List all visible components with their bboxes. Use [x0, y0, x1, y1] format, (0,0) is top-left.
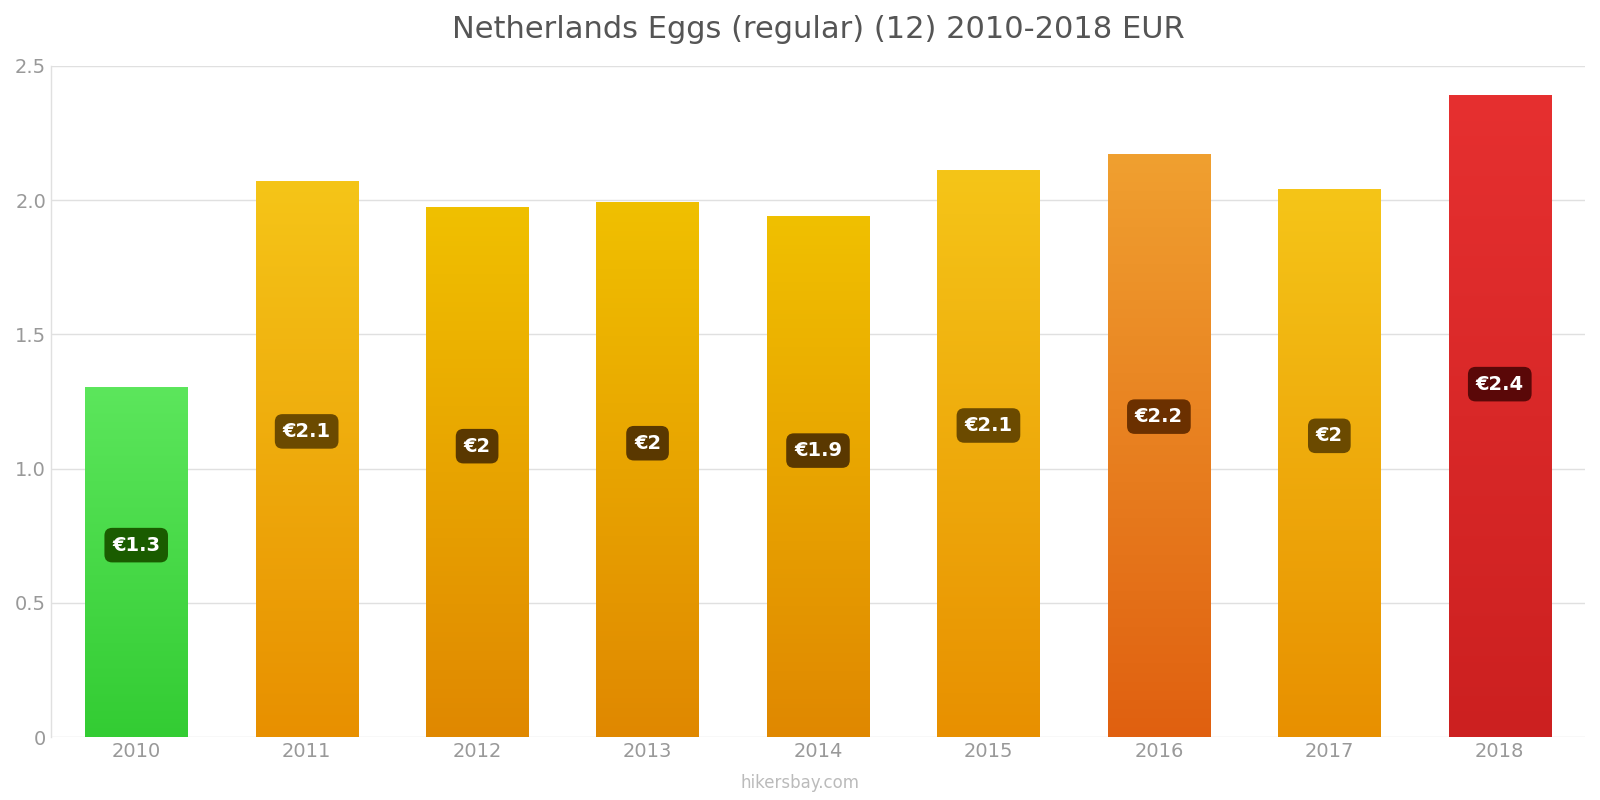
Text: €2.4: €2.4: [1475, 374, 1523, 394]
Text: €2.1: €2.1: [283, 422, 331, 441]
Text: €2.2: €2.2: [1134, 407, 1182, 426]
Text: €2.1: €2.1: [965, 416, 1013, 435]
Text: €2: €2: [464, 437, 491, 456]
Title: Netherlands Eggs (regular) (12) 2010-2018 EUR: Netherlands Eggs (regular) (12) 2010-201…: [451, 15, 1184, 44]
Text: €1.3: €1.3: [112, 536, 160, 554]
Text: €2: €2: [1315, 426, 1342, 446]
Text: €1.9: €1.9: [794, 441, 842, 460]
Text: €2: €2: [634, 434, 661, 453]
Text: hikersbay.com: hikersbay.com: [741, 774, 859, 792]
